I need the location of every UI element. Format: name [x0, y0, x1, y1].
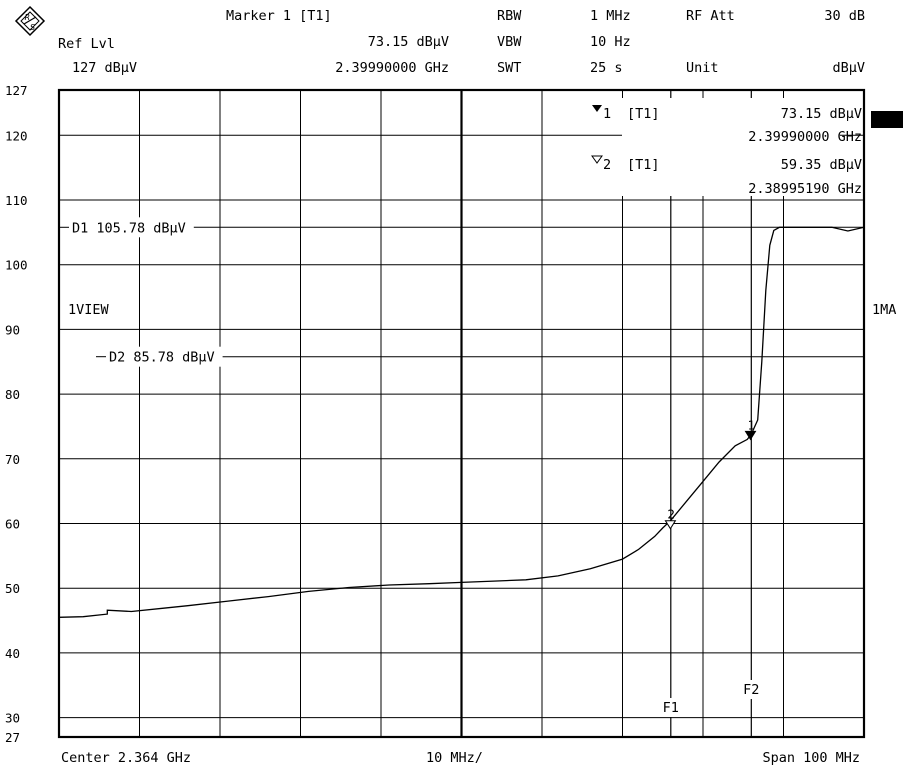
- y-tick-label: 40: [5, 646, 20, 661]
- marker-1-frequency: 2.39990000 GHz: [748, 129, 862, 145]
- rf-att-label: RF Att: [686, 8, 735, 24]
- marker-1-level: 73.15 dBµV: [781, 106, 862, 122]
- division-label: 10 MHz/: [426, 750, 483, 766]
- y-tick-labels: 127 120 110 100 90 80 70 60 50 40 30 27: [5, 83, 28, 745]
- marker-2-label: 2: [667, 507, 675, 522]
- unit-label: Unit: [686, 60, 719, 76]
- frequency-line-label-backdrop: [657, 698, 684, 717]
- marker-1-symbol: [592, 105, 602, 112]
- marker-2-symbol: [591, 155, 603, 164]
- center-frequency: Center 2.364 GHz: [61, 750, 191, 766]
- display-line-label: D1 105.78 dBµV: [72, 220, 186, 236]
- marker-info-box: 1 [T1] 73.15 dBµV 2.39990000 GHz 2 [T1] …: [591, 105, 862, 197]
- reference-lines: D1 105.78 dBµV D2 85.78 dBµV F1 F2: [59, 90, 864, 737]
- display-line-label-backdrop: [107, 346, 222, 367]
- grid: [57, 88, 866, 739]
- trace-mode-label: 1MA: [872, 302, 896, 318]
- span-label: Span 100 MHz: [762, 750, 860, 766]
- y-tick-label: 80: [5, 387, 20, 402]
- status-block: [871, 111, 903, 128]
- y-tick-label: 120: [5, 128, 28, 143]
- marker-2-level: 59.35 dBµV: [781, 157, 862, 173]
- marker-2-id: 2: [603, 157, 611, 173]
- unit-value: dBµV: [832, 60, 865, 76]
- marker-level: 73.15 dBµV: [368, 34, 449, 50]
- spectrum-trace: [58, 226, 865, 618]
- ref-level-value: 127 dBµV: [72, 60, 137, 76]
- ref-level-label: Ref Lvl: [58, 36, 115, 52]
- marker-2-tag: [T1]: [627, 157, 660, 173]
- marker-1-tag: [T1]: [627, 106, 660, 122]
- frequency-line-label: F2: [743, 682, 759, 698]
- marker-frequency: 2.39990000 GHz: [335, 60, 449, 76]
- plot-frame: [57, 88, 866, 739]
- y-tick-label: 90: [5, 322, 20, 337]
- y-tick-label: 70: [5, 452, 20, 467]
- vbw-label: VBW: [497, 34, 522, 50]
- rbw-label: RBW: [497, 8, 522, 24]
- vbw-value: 10 Hz: [590, 34, 631, 50]
- view-label-backdrop: [66, 300, 124, 320]
- y-tick-label: 50: [5, 581, 20, 596]
- rf-att-value: 30 dB: [824, 8, 865, 24]
- trace-markers: 12: [664, 417, 757, 530]
- marker-title: Marker 1 [T1]: [226, 8, 332, 24]
- swt-value: 25 s: [590, 60, 623, 76]
- y-tick-label: 127: [5, 83, 28, 98]
- marker-info-backdrop: [622, 98, 840, 196]
- marker-2-frequency: 2.38995190 GHz: [748, 181, 862, 197]
- rbw-value: 1 MHz: [590, 8, 631, 24]
- frequency-line-label-backdrop: [738, 680, 765, 699]
- swt-label: SWT: [497, 60, 521, 76]
- y-tick-label: 100: [5, 258, 28, 273]
- y-tick-label: 60: [5, 516, 20, 531]
- svg-text:R: R: [25, 13, 31, 22]
- display-line-label: D2 85.78 dBµV: [109, 350, 215, 366]
- svg-text:S: S: [30, 23, 35, 32]
- marker-1-id: 1: [603, 106, 611, 122]
- frequency-line-label: F1: [663, 700, 679, 716]
- rs-logo: R S: [14, 5, 46, 37]
- marker-1-triangle: [744, 430, 757, 441]
- y-tick-label: 110: [5, 193, 28, 208]
- display-line-label-backdrop: [70, 217, 193, 238]
- marker-1-label: 1: [747, 417, 755, 432]
- y-tick-label: 27: [5, 730, 20, 745]
- y-tick-label: 30: [5, 711, 20, 726]
- trace-view-label: 1VIEW: [68, 302, 110, 318]
- marker-2-triangle: [664, 520, 677, 530]
